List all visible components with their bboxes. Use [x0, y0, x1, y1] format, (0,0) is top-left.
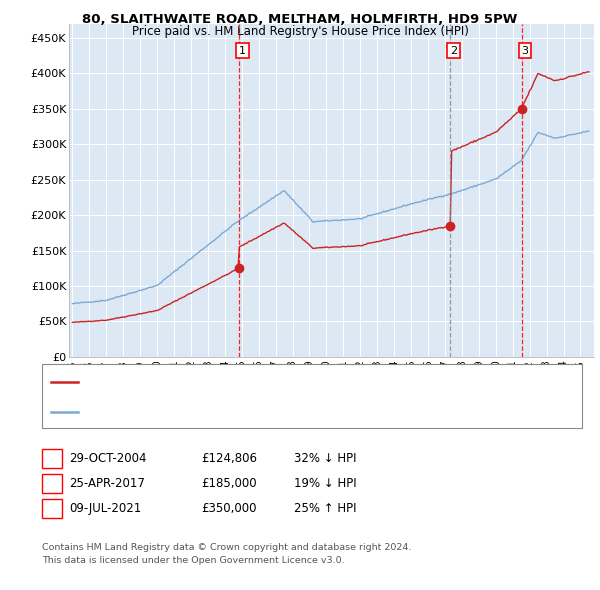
Text: 19% ↓ HPI: 19% ↓ HPI: [294, 477, 356, 490]
Text: 09-JUL-2021: 09-JUL-2021: [69, 502, 141, 515]
Text: Contains HM Land Registry data © Crown copyright and database right 2024.: Contains HM Land Registry data © Crown c…: [42, 543, 412, 552]
Text: 32% ↓ HPI: 32% ↓ HPI: [294, 452, 356, 465]
Text: 1: 1: [239, 45, 246, 55]
Text: 80, SLAITHWAITE ROAD, MELTHAM, HOLMFIRTH, HD9 5PW: 80, SLAITHWAITE ROAD, MELTHAM, HOLMFIRTH…: [82, 13, 518, 26]
Text: 1: 1: [48, 452, 56, 465]
Text: HPI: Average price, detached house, Kirklees: HPI: Average price, detached house, Kirk…: [83, 407, 317, 417]
Text: 3: 3: [48, 502, 56, 515]
Text: 29-OCT-2004: 29-OCT-2004: [69, 452, 146, 465]
Text: Price paid vs. HM Land Registry's House Price Index (HPI): Price paid vs. HM Land Registry's House …: [131, 25, 469, 38]
Text: 25% ↑ HPI: 25% ↑ HPI: [294, 502, 356, 515]
Text: 2: 2: [48, 477, 56, 490]
Text: £350,000: £350,000: [201, 502, 257, 515]
Text: 3: 3: [521, 45, 529, 55]
Text: 2: 2: [450, 45, 457, 55]
Text: 80, SLAITHWAITE ROAD, MELTHAM, HOLMFIRTH, HD9 5PW (detached house): 80, SLAITHWAITE ROAD, MELTHAM, HOLMFIRTH…: [83, 377, 479, 387]
Text: £185,000: £185,000: [201, 477, 257, 490]
Text: 25-APR-2017: 25-APR-2017: [69, 477, 145, 490]
Text: £124,806: £124,806: [201, 452, 257, 465]
Text: This data is licensed under the Open Government Licence v3.0.: This data is licensed under the Open Gov…: [42, 556, 344, 565]
